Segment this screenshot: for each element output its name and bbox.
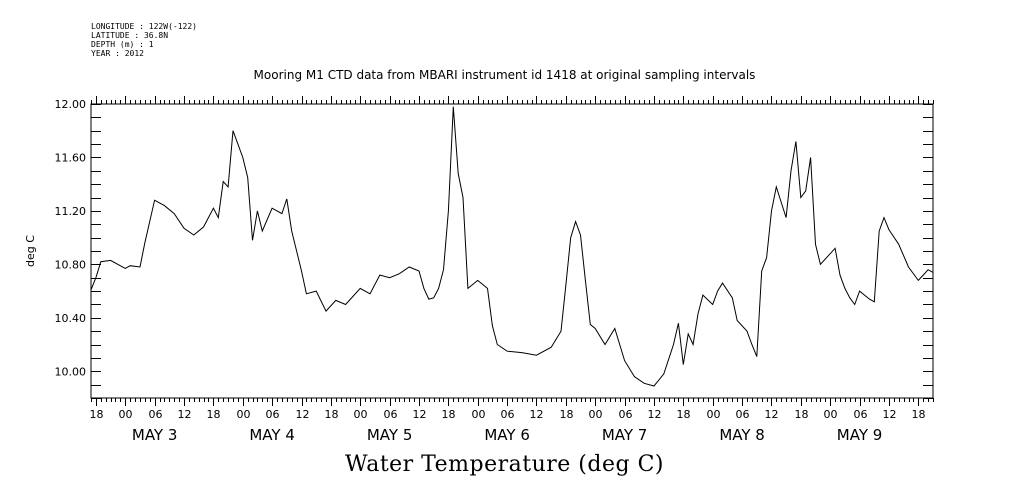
x-hour-label: 00 (707, 408, 721, 421)
x-hour-label: 18 (560, 408, 574, 421)
x-hour-label: 12 (296, 408, 310, 421)
x-hour-label: 06 (854, 408, 868, 421)
y-tick-label: 10.40 (55, 312, 87, 325)
x-hour-label: 06 (501, 408, 515, 421)
x-hour-label: 12 (765, 408, 779, 421)
x-hour-label: 18 (207, 408, 221, 421)
x-day-label: MAY 7 (602, 426, 648, 444)
x-day-label: MAY 4 (249, 426, 295, 444)
x-hour-label: 12 (648, 408, 662, 421)
y-tick-label: 11.20 (55, 205, 87, 218)
x-hour-label: 00 (824, 408, 838, 421)
y-tick-label: 10.00 (55, 365, 87, 378)
x-hour-label: 00 (119, 408, 133, 421)
plot-frame (90, 103, 934, 399)
x-hour-label: 18 (795, 408, 809, 421)
x-hour-label: 18 (442, 408, 456, 421)
x-hour-label: 06 (736, 408, 750, 421)
metadata-block: LONGITUDE : 122W(-122) LATITUDE : 36.8N … (91, 22, 197, 58)
y-axis-label: deg C (24, 235, 37, 267)
x-hour-label: 06 (619, 408, 633, 421)
x-hour-label: 18 (325, 408, 339, 421)
x-hour-label: 00 (354, 408, 368, 421)
x-hour-label: 12 (530, 408, 544, 421)
x-hour-label: 18 (912, 408, 926, 421)
temperature-series-line (90, 106, 934, 387)
x-hour-label: 18 (677, 408, 691, 421)
x-hour-label: 12 (178, 408, 192, 421)
x-day-label: MAY 8 (719, 426, 765, 444)
meta-longitude: LONGITUDE : 122W(-122) (91, 22, 197, 31)
x-hour-label: 06 (384, 408, 398, 421)
x-hour-label: 18 (90, 408, 104, 421)
x-hour-label: 12 (413, 408, 427, 421)
x-day-label: MAY 5 (367, 426, 413, 444)
x-hour-label: 00 (589, 408, 603, 421)
meta-latitude: LATITUDE : 36.8N (91, 31, 169, 40)
x-day-label: MAY 9 (837, 426, 883, 444)
y-tick-label: 10.80 (55, 258, 87, 271)
x-hour-label: 06 (149, 408, 163, 421)
x-hour-label: 06 (266, 408, 280, 421)
x-day-label: MAY 6 (484, 426, 530, 444)
y-tick-label: 12.00 (55, 98, 87, 111)
x-hour-label: 00 (472, 408, 486, 421)
meta-depth: DEPTH (m) : 1 (91, 40, 154, 49)
meta-year: YEAR : 2012 (91, 49, 144, 58)
x-hour-label: 00 (237, 408, 251, 421)
chart-title: Mooring M1 CTD data from MBARI instrumen… (253, 68, 756, 82)
x-axis-title: Water Temperature (deg C) (345, 452, 664, 477)
y-tick-label: 11.60 (55, 151, 87, 164)
x-day-label: MAY 3 (132, 426, 178, 444)
x-hour-label: 12 (883, 408, 897, 421)
